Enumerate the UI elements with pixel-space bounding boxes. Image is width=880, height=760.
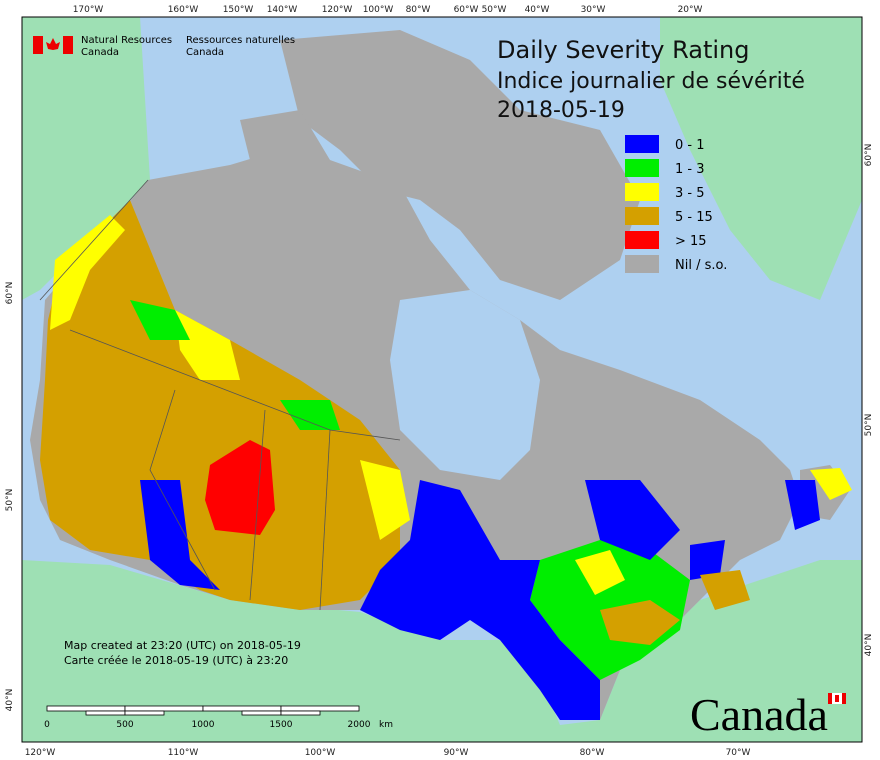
scale-unit: km — [379, 720, 393, 730]
title: Daily Severity Rating — [497, 36, 749, 64]
severity-region — [40, 200, 400, 610]
graticule-label: 80°W — [406, 5, 431, 15]
legend-label: > 15 — [675, 234, 707, 249]
wordmark-text: Canada — [690, 689, 828, 740]
scale-label: 500 — [116, 720, 133, 730]
scale-segment — [46, 705, 126, 712]
wordmark: Canada — [690, 689, 846, 740]
severity-regions — [40, 200, 852, 720]
graticule-label: 50°N — [864, 414, 874, 437]
severity-region — [690, 540, 725, 580]
graticule-label: 80°W — [580, 748, 605, 758]
graticule-label: 160°W — [168, 5, 199, 15]
legend-swatch — [625, 207, 659, 225]
graticule-label: 60°N — [5, 282, 15, 305]
scale-segment — [124, 705, 204, 712]
severity-region — [205, 440, 275, 535]
graticule-label: 100°W — [305, 748, 336, 758]
severity-region — [50, 215, 125, 330]
wordmark-flag — [835, 695, 839, 702]
graticule-label: 50°N — [5, 489, 15, 512]
severity-region — [280, 400, 340, 430]
severity-region — [585, 480, 680, 560]
graticule-label: 120°W — [322, 5, 353, 15]
legend-label: 5 - 15 — [675, 210, 713, 225]
graticule-label: 100°W — [363, 5, 394, 15]
graticule-label: 170°W — [73, 5, 104, 15]
border — [249, 409, 266, 601]
severity-region — [575, 550, 625, 595]
scale-label: 2000 — [348, 720, 371, 730]
legend-label: 1 - 3 — [675, 162, 705, 177]
scale-label: 1000 — [192, 720, 215, 730]
graticule-labels: 170°W 160°W 150°W 140°W 120°W 100°W 80°W 60°W 50… — [5, 5, 874, 758]
graticule-label: 40°N — [864, 634, 874, 657]
legend-swatch — [625, 135, 659, 153]
legend-swatch — [625, 159, 659, 177]
scale-segment — [85, 710, 126, 716]
severity-region — [140, 480, 220, 590]
severity-region — [700, 570, 750, 610]
graticule-label: 40°N — [5, 689, 15, 712]
legend-label: 0 - 1 — [675, 138, 705, 153]
legend: 0 - 1 1 - 3 3 - 5 5 - 15 > 15 Nil / s.o. — [625, 135, 727, 273]
alaska — [22, 17, 150, 300]
usa — [22, 560, 862, 742]
legend-swatch — [625, 255, 659, 273]
scale-segment — [280, 710, 321, 716]
maple-leaf — [46, 38, 60, 50]
graticule-label: 50°W — [482, 5, 507, 15]
arctic-islands — [280, 30, 640, 300]
graticule-label: 150°W — [223, 5, 254, 15]
scale-segment — [280, 705, 360, 712]
logo-text: Canada — [81, 47, 119, 58]
note: Carte créée le 2018-05-19 (UTC) à 23:20 — [64, 654, 288, 667]
logo-text: Natural Resources — [81, 35, 172, 46]
graticule-label: 40°W — [525, 5, 550, 15]
border — [149, 389, 216, 591]
title-fr: Indice journalier de sévérité — [497, 69, 805, 94]
severity-region — [360, 480, 600, 720]
legend-swatch — [625, 183, 659, 201]
graticule-label: 60°W — [454, 5, 479, 15]
graticule-label: 140°W — [267, 5, 298, 15]
logo-text: Canada — [186, 47, 224, 58]
scale-bar: 0 500 1000 1500 2000 km — [44, 705, 393, 730]
scale-segment — [202, 705, 282, 712]
banks-island — [240, 110, 330, 170]
border — [39, 179, 149, 301]
flag-bar — [63, 36, 73, 54]
graticule-label: 110°W — [168, 748, 199, 758]
severity-region — [810, 468, 852, 500]
graticule-label: 30°W — [581, 5, 606, 15]
graticule-label: 70°W — [726, 748, 751, 758]
legend-label: 3 - 5 — [675, 186, 705, 201]
scale-segment — [241, 710, 282, 716]
logo-text: Ressources naturelles — [186, 35, 295, 46]
severity-region — [175, 310, 240, 380]
severity-region — [785, 480, 820, 530]
legend-label: Nil / s.o. — [675, 258, 727, 273]
severity-region — [360, 460, 410, 540]
frame-border — [21, 16, 863, 743]
severity-region — [130, 300, 190, 340]
flag-bar — [33, 36, 43, 54]
graticule-label: 20°W — [678, 5, 703, 15]
note: Map created at 23:20 (UTC) on 2018-05-19 — [64, 639, 301, 652]
scale-label: 0 — [44, 720, 50, 730]
hudson-bay — [390, 290, 540, 480]
severity-region — [600, 600, 680, 645]
legend-swatch — [625, 231, 659, 249]
graticule-label: 90°W — [444, 748, 469, 758]
border — [319, 429, 331, 611]
graticule-label: 120°W — [25, 748, 56, 758]
greenland — [660, 17, 862, 300]
map-frame — [21, 16, 863, 743]
logo: Natural Resources Canada Ressources natu… — [33, 35, 295, 58]
graticule-label: 60°N — [864, 144, 874, 167]
scale-segment — [124, 710, 165, 716]
scale-label: 1500 — [270, 720, 293, 730]
date: 2018-05-19 — [497, 98, 625, 123]
